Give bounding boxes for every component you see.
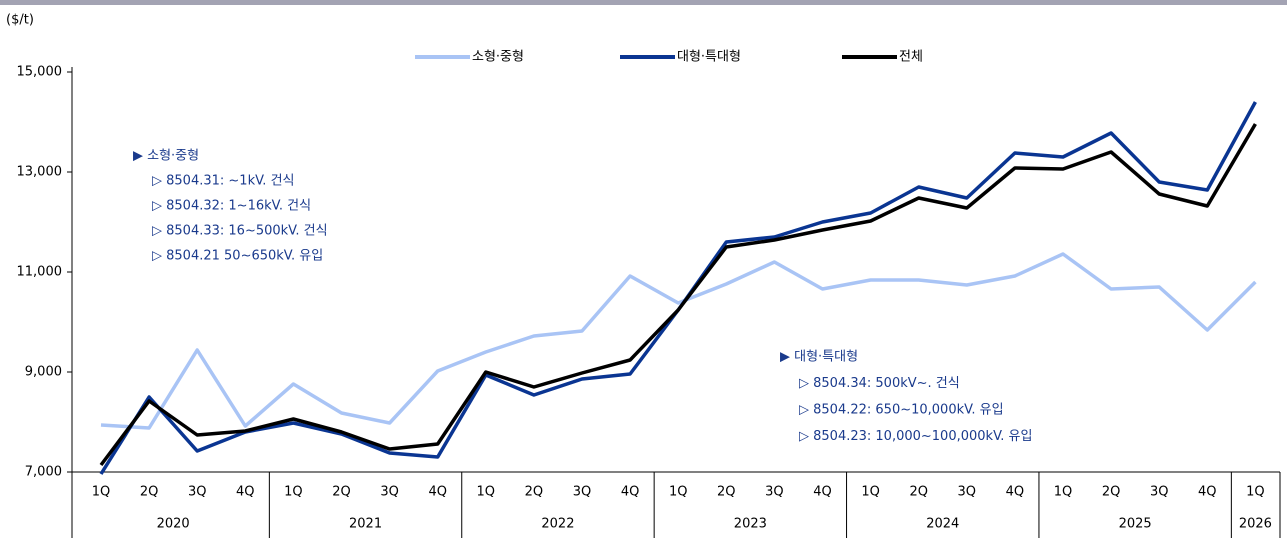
x-tick-label: 2Q (1102, 485, 1121, 500)
x-tick-label: 2Q (140, 485, 159, 500)
x-tick-label: 2Q (909, 485, 928, 500)
x-group-label: 2025 (1119, 517, 1152, 532)
legend-label: 전체 (899, 50, 923, 65)
x-group-label: 2021 (349, 517, 382, 532)
x-tick-label: 3Q (765, 485, 784, 500)
x-group-label: 2020 (157, 517, 190, 532)
x-tick-label: 1Q (92, 485, 111, 500)
x-tick-label: 2Q (332, 485, 351, 500)
x-tick-label: 2Q (525, 485, 544, 500)
annotation-line: ▷ 8504.31: ~1kV. 건식 (152, 174, 295, 189)
x-tick-label: 2Q (717, 485, 736, 500)
legend-label: 대형·특대형 (677, 50, 741, 65)
legend-label: 소형·중형 (472, 50, 524, 65)
x-tick-label: 4Q (1198, 485, 1217, 500)
x-group-label: 2022 (541, 517, 574, 532)
annotation-line: ▷ 8504.21 50~650kV. 유입 (152, 249, 323, 264)
x-tick-label: 3Q (573, 485, 592, 500)
unit-label: ($/t) (6, 13, 34, 28)
x-tick-label: 1Q (284, 485, 303, 500)
x-group-label: 2024 (926, 517, 959, 532)
annotation-line: ▷ 8504.33: 16~500kV. 건식 (152, 224, 328, 239)
y-tick-label: 9,000 (25, 365, 62, 380)
x-tick-label: 3Q (958, 485, 977, 500)
x-tick-label: 1Q (477, 485, 496, 500)
x-tick-label: 4Q (236, 485, 255, 500)
x-tick-label: 1Q (669, 485, 688, 500)
annotation-line: ▷ 8504.23: 10,000~100,000kV. 유입 (799, 429, 1032, 444)
x-tick-label: 4Q (621, 485, 640, 500)
annotation-line: ▷ 8504.32: 1~16kV. 건식 (152, 199, 311, 214)
x-tick-label: 1Q (1246, 485, 1265, 500)
x-tick-label: 1Q (861, 485, 880, 500)
x-tick-label: 3Q (1150, 485, 1169, 500)
y-tick-label: 11,000 (17, 265, 63, 280)
y-tick-label: 7,000 (25, 465, 62, 480)
annotation-title: ▶ 대형·특대형 (780, 350, 858, 365)
annotation-title: ▶ 소형·중형 (133, 149, 199, 164)
top-bar (0, 0, 1287, 5)
x-tick-label: 4Q (428, 485, 447, 500)
x-tick-label: 3Q (380, 485, 399, 500)
y-tick-label: 15,000 (17, 65, 63, 80)
series-line (99, 123, 1257, 467)
y-tick-label: 13,000 (17, 165, 63, 180)
annotation-line: ▷ 8504.34: 500kV~. 건식 (799, 376, 960, 391)
annotation-line: ▷ 8504.22: 650~10,000kV. 유입 (799, 403, 1004, 418)
x-group-label: 2023 (734, 517, 767, 532)
series-line (100, 252, 1257, 430)
x-tick-label: 3Q (188, 485, 207, 500)
x-tick-label: 4Q (1006, 485, 1025, 500)
series-line (99, 101, 1257, 475)
x-group-label: 2026 (1239, 517, 1272, 532)
x-tick-label: 1Q (1054, 485, 1073, 500)
x-tick-label: 4Q (813, 485, 832, 500)
